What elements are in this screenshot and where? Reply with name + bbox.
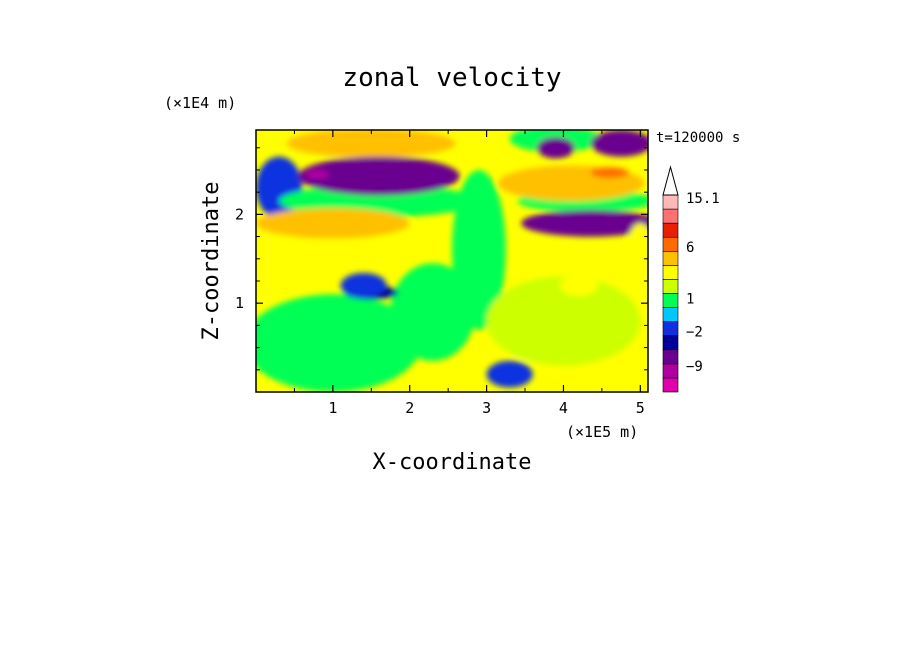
plot-area	[256, 130, 648, 392]
plot-frame	[255, 129, 649, 393]
time-label: t=120000 s	[656, 130, 740, 146]
field-blob-7	[256, 208, 410, 239]
field-blob-20	[559, 274, 599, 297]
y-axis-unit: (×1E4 m)	[164, 94, 236, 112]
colorbar-segment-5	[662, 307, 679, 322]
colorbar-segment-10	[662, 236, 679, 252]
x-tick-label-0: 1	[328, 399, 337, 417]
y-tick-label-0: 1	[235, 294, 244, 312]
velocity-field	[256, 130, 648, 392]
x-axis-label: X-coordinate	[373, 450, 532, 475]
colorbar-segment-9	[662, 250, 679, 266]
colorbar-segment-2	[662, 349, 679, 365]
x-tick-label-1: 2	[405, 399, 414, 417]
field-blob-17	[340, 272, 387, 298]
field-blob-13	[521, 209, 648, 237]
field-blob-21	[271, 254, 318, 273]
y-axis-label: Z-coordinate	[199, 182, 224, 341]
field-blobs	[256, 130, 648, 392]
field-blob-18	[486, 360, 533, 388]
x-tick-label-3: 4	[559, 399, 568, 417]
field-blob-0	[256, 294, 422, 392]
colorbar-label-4: −9	[686, 359, 703, 375]
colorbar-label-3: −2	[686, 325, 703, 341]
y-tick-label-1: 2	[235, 205, 244, 223]
field-blob-19	[486, 276, 641, 366]
x-tick-label-2: 3	[482, 399, 491, 417]
x-tick-label-4: 5	[636, 399, 645, 417]
colorbar-segment-7	[662, 279, 679, 294]
colorbar-segment-6	[662, 293, 679, 308]
chart-title: zonal velocity	[342, 63, 561, 93]
field-blob-15	[536, 137, 575, 159]
colorbar-segment-0	[662, 377, 679, 393]
x-axis-unit: (×1E5 m)	[566, 423, 638, 441]
colorbar-segment-4	[662, 321, 679, 337]
field-blob-10	[590, 167, 629, 178]
colorbar-label-2: 1	[686, 292, 694, 308]
colorbar-segment-13	[662, 194, 679, 210]
y-axis-ticks: 12	[235, 147, 648, 371]
colorbar-extend-arrow	[662, 165, 679, 196]
colorbar-segment-3	[662, 335, 679, 351]
field-blob-11	[298, 156, 460, 196]
x-axis-ticks: 1 2 3 4 5	[293, 130, 645, 417]
colorbar-label-0: 15.1	[686, 191, 720, 207]
field-blob-1	[390, 263, 476, 361]
field-blob-2	[452, 169, 506, 330]
field-blob-8	[286, 130, 456, 158]
colorbar-segment-11	[662, 222, 679, 238]
field-blob-12	[305, 169, 330, 179]
field-blob-22	[628, 223, 648, 259]
colorbar-label-1: 6	[686, 240, 694, 256]
colorbar-segment-8	[662, 265, 679, 280]
colorbar: 15.1 6 1 −2 −9	[662, 165, 720, 393]
field-blob-14	[590, 130, 648, 157]
colorbar-segment-1	[662, 363, 679, 379]
colorbar-segment-12	[662, 208, 679, 224]
